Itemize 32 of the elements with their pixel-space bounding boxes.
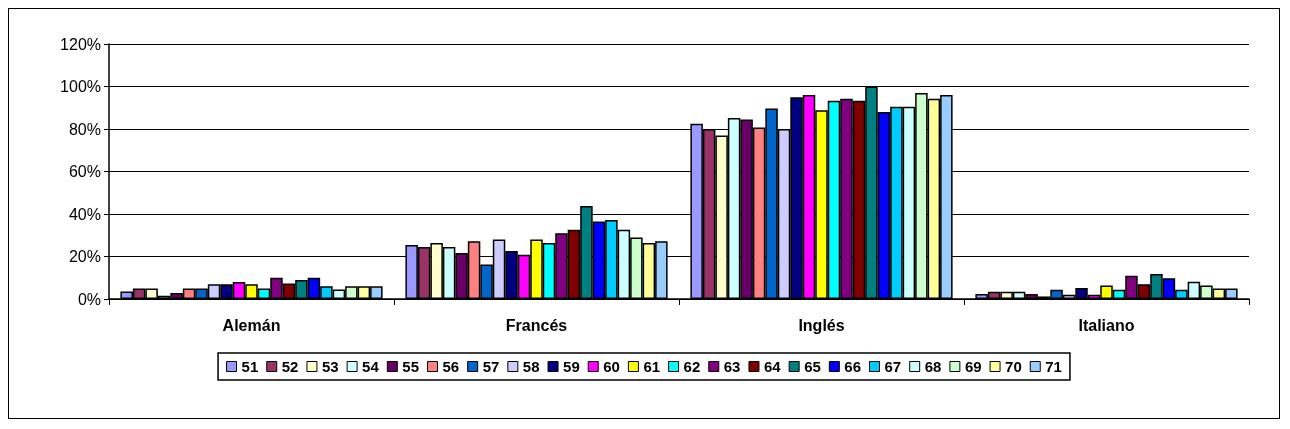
y-tick-label: 100% — [60, 78, 101, 95]
x-tick-label: Francés — [505, 316, 568, 334]
legend-label: 61 — [643, 358, 661, 375]
y-tick-label: 80% — [68, 120, 101, 138]
y-tick-label: 120% — [60, 35, 101, 53]
legend-label: 52 — [281, 358, 299, 375]
x-tick-label: Inglés — [798, 316, 845, 334]
x-tick-label: Italiano — [1078, 316, 1135, 334]
legend-label: 67 — [884, 358, 902, 375]
legend-label: 59 — [563, 358, 580, 375]
x-tick-label: Alemán — [222, 316, 281, 334]
legend-label: 70 — [1005, 358, 1022, 375]
legend-label: 56 — [442, 358, 460, 375]
legend-label: 69 — [964, 358, 982, 375]
legend-label: 68 — [924, 358, 942, 375]
legend-label: 51 — [241, 358, 259, 375]
legend-label: 57 — [482, 358, 500, 375]
legend-label: 64 — [763, 358, 782, 375]
y-tick-label: 0% — [77, 290, 101, 308]
legend-label: 60 — [603, 358, 620, 375]
legend-label: 66 — [844, 358, 862, 375]
legend-label: 65 — [804, 358, 821, 375]
y-tick-label: 60% — [68, 163, 101, 180]
legend-label: 62 — [683, 358, 701, 375]
legend-label: 54 — [362, 358, 380, 375]
legend-label: 58 — [522, 358, 540, 375]
y-tick-label: 20% — [68, 248, 101, 265]
legend-label: 71 — [1045, 358, 1062, 375]
legend-label: 55 — [402, 358, 419, 375]
y-tick-label: 40% — [68, 205, 101, 223]
legend-label: 63 — [723, 358, 741, 375]
legend-label: 53 — [321, 358, 339, 375]
